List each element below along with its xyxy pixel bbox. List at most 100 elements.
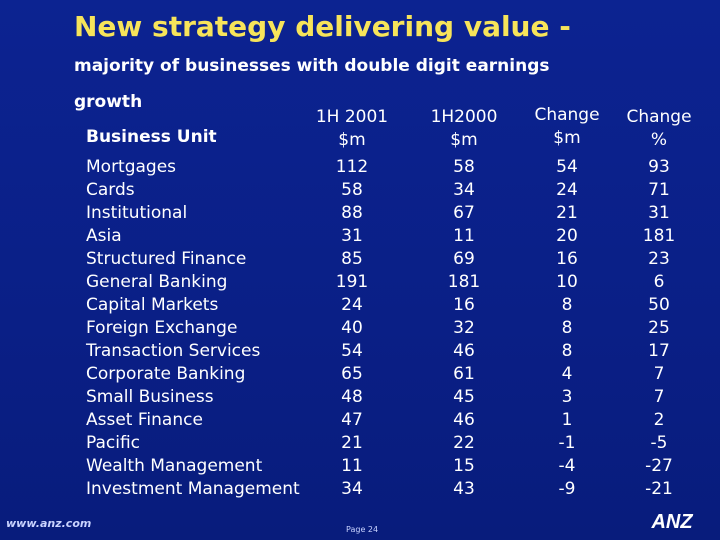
cell-change-pct: 23 <box>648 249 670 269</box>
header-change-pct: Change % <box>617 106 701 152</box>
cell-1h2001: 48 <box>341 387 363 407</box>
header-change-m-line2: $m <box>553 128 581 148</box>
table-row: Wealth Management 11 15 -4 -27 <box>0 455 720 478</box>
cell-change-m: 8 <box>561 295 573 315</box>
cell-change-m: 4 <box>561 364 573 384</box>
cell-change-m: 1 <box>561 410 573 430</box>
cell-change-pct: 50 <box>648 295 670 315</box>
cell-business-unit: Transaction Services <box>86 341 261 361</box>
cell-change-m: 3 <box>561 387 573 407</box>
cell-1h2001: 65 <box>341 364 363 384</box>
header-1h2001-line2: $m <box>338 130 366 150</box>
header-change-m: Change $m <box>525 104 609 150</box>
anz-logo-text: ANZ <box>650 511 693 532</box>
header-change-m-line1: Change <box>534 105 600 125</box>
cell-1h2001: 112 <box>335 157 369 177</box>
anz-logo: ANZ <box>650 511 693 532</box>
cell-change-m: 8 <box>561 341 573 361</box>
cell-1h2000: 11 <box>453 226 475 246</box>
header-business-unit: Business Unit <box>86 127 217 147</box>
cell-change-pct: 31 <box>648 203 670 223</box>
cell-1h2000: 34 <box>453 180 475 200</box>
cell-business-unit: Asia <box>86 226 122 246</box>
header-1h2001-line1: 1H 2001 <box>315 107 389 127</box>
table-row: Transaction Services 54 46 8 17 <box>0 340 720 363</box>
table-row: Capital Markets 24 16 8 50 <box>0 294 720 317</box>
cell-1h2000: 181 <box>447 272 481 292</box>
cell-1h2000: 61 <box>453 364 475 384</box>
cell-1h2000: 46 <box>453 341 475 361</box>
table-row: Cards 58 34 24 71 <box>0 179 720 202</box>
cell-1h2001: 191 <box>335 272 369 292</box>
cell-business-unit: Capital Markets <box>86 295 219 315</box>
cell-business-unit: Pacific <box>86 433 141 453</box>
cell-1h2001: 88 <box>341 203 363 223</box>
cell-change-m: 10 <box>556 272 578 292</box>
footer-url: www.anz.com <box>6 517 92 530</box>
cell-change-pct: 6 <box>653 272 665 292</box>
cell-1h2000: 58 <box>453 157 475 177</box>
cell-1h2000: 22 <box>453 433 475 453</box>
table-row: Corporate Banking 65 61 4 7 <box>0 363 720 386</box>
cell-business-unit: Wealth Management <box>86 456 263 476</box>
table-row: Institutional 88 67 21 31 <box>0 202 720 225</box>
cell-1h2000: 15 <box>453 456 475 476</box>
cell-1h2001: 21 <box>341 433 363 453</box>
cell-business-unit: Foreign Exchange <box>86 318 238 338</box>
cell-1h2001: 58 <box>341 180 363 200</box>
cell-business-unit: General Banking <box>86 272 228 292</box>
cell-change-m: 8 <box>561 318 573 338</box>
cell-1h2000: 46 <box>453 410 475 430</box>
cell-1h2000: 69 <box>453 249 475 269</box>
page-number: Page 24 <box>346 525 379 534</box>
cell-change-m: -9 <box>558 479 576 499</box>
cell-1h2001: 85 <box>341 249 363 269</box>
cell-1h2001: 54 <box>341 341 363 361</box>
business-unit-table: Mortgages 112 58 54 93 Cards 58 34 24 71 Instituti… <box>0 156 720 501</box>
cell-change-m: 54 <box>556 157 578 177</box>
cell-change-pct: 71 <box>648 180 670 200</box>
cell-1h2000: 16 <box>453 295 475 315</box>
cell-change-pct: 93 <box>648 157 670 177</box>
cell-change-pct: 25 <box>648 318 670 338</box>
table-row: Small Business 48 45 3 7 <box>0 386 720 409</box>
header-change-pct-line2: % <box>650 130 668 150</box>
slide-title: New strategy delivering value - <box>74 10 571 43</box>
cell-business-unit: Mortgages <box>86 157 177 177</box>
table-row: Structured Finance 85 69 16 23 <box>0 248 720 271</box>
cell-1h2001: 11 <box>341 456 363 476</box>
cell-1h2001: 47 <box>341 410 363 430</box>
cell-business-unit: Investment Management <box>86 479 300 499</box>
cell-change-pct: -21 <box>645 479 673 499</box>
header-change-pct-line1: Change <box>626 107 692 127</box>
table-row: Asia 31 11 20 181 <box>0 225 720 248</box>
cell-1h2001: 31 <box>341 226 363 246</box>
header-1h2001: 1H 2001 $m <box>312 106 392 152</box>
header-1h2000-line1: 1H2000 <box>430 107 498 127</box>
cell-change-pct: 181 <box>642 226 676 246</box>
slide-subtitle-line1: majority of businesses with double digit… <box>74 56 550 76</box>
cell-change-m: -4 <box>558 456 576 476</box>
cell-business-unit: Asset Finance <box>86 410 203 430</box>
cell-1h2000: 45 <box>453 387 475 407</box>
cell-change-pct: 2 <box>653 410 665 430</box>
cell-1h2000: 32 <box>453 318 475 338</box>
cell-change-pct: 7 <box>653 364 665 384</box>
cell-1h2001: 40 <box>341 318 363 338</box>
cell-1h2000: 43 <box>453 479 475 499</box>
cell-1h2001: 24 <box>341 295 363 315</box>
cell-business-unit: Corporate Banking <box>86 364 246 384</box>
cell-1h2000: 67 <box>453 203 475 223</box>
cell-1h2001: 34 <box>341 479 363 499</box>
cell-business-unit: Small Business <box>86 387 214 407</box>
cell-business-unit: Cards <box>86 180 135 200</box>
cell-change-m: 21 <box>556 203 578 223</box>
table-row: Mortgages 112 58 54 93 <box>0 156 720 179</box>
cell-business-unit: Institutional <box>86 203 188 223</box>
cell-change-m: -1 <box>558 433 576 453</box>
table-row: General Banking 191 181 10 6 <box>0 271 720 294</box>
table-row: Foreign Exchange 40 32 8 25 <box>0 317 720 340</box>
cell-change-pct: -27 <box>645 456 673 476</box>
cell-change-m: 20 <box>556 226 578 246</box>
